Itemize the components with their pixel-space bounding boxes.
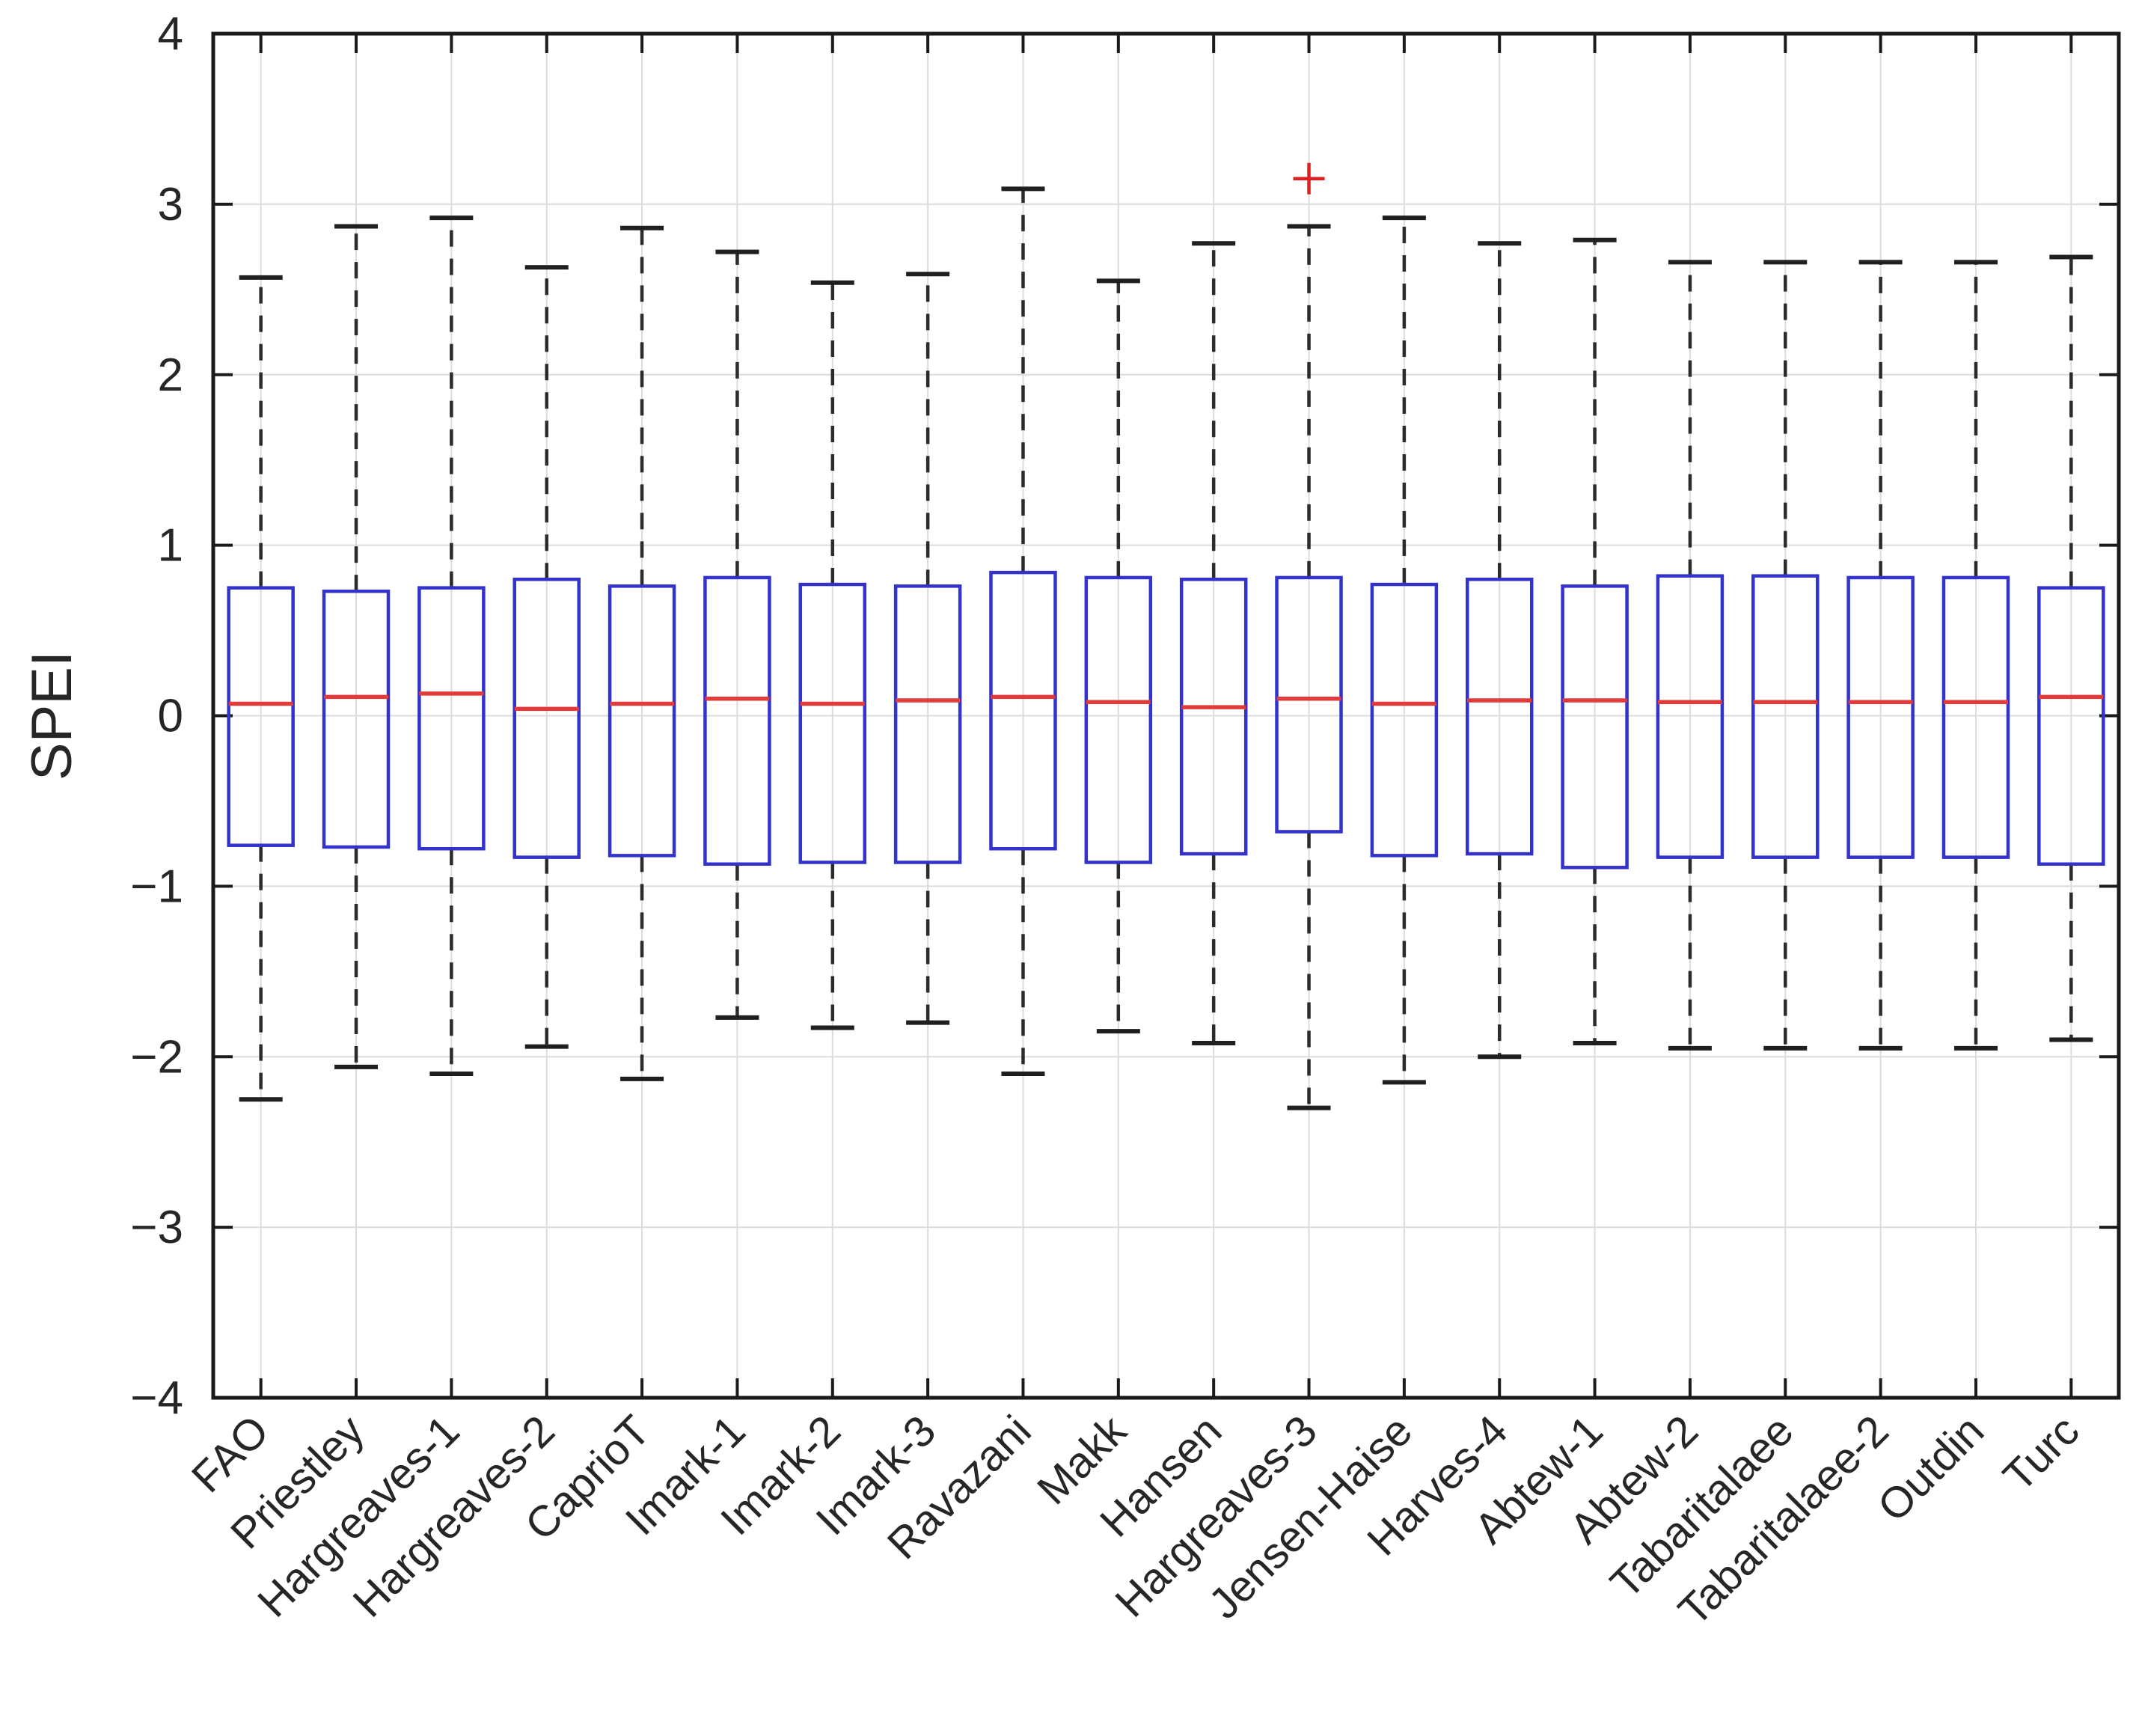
iqr-box — [322, 589, 391, 849]
box-group — [1465, 241, 1534, 1060]
iqr-box — [512, 577, 581, 859]
box-group — [2037, 254, 2105, 1042]
grid-layer — [213, 34, 2119, 1398]
iqr-box — [1084, 575, 1153, 864]
iqr-box — [227, 586, 295, 847]
y-tick-label: −2 — [130, 1031, 183, 1083]
box-group — [893, 272, 962, 1025]
box-group — [1751, 260, 1820, 1051]
box-group — [1561, 237, 1629, 1046]
x-tick-label: Outdin — [1868, 1406, 1993, 1531]
iqr-box — [1656, 574, 1725, 859]
iqr-box — [1370, 582, 1439, 858]
iqr-box — [1561, 584, 1629, 869]
y-tick-label: −1 — [130, 861, 183, 912]
box-group — [1941, 260, 2010, 1051]
y-tick-label: 3 — [158, 179, 183, 230]
box-group — [1846, 260, 1915, 1051]
axes-frame — [211, 31, 2121, 1400]
iqr-box — [989, 570, 1057, 851]
y-tick-label: 2 — [158, 349, 183, 401]
iqr-box — [1941, 575, 2010, 859]
iqr-box — [1275, 575, 1343, 834]
box-group — [1275, 162, 1343, 1110]
y-tick-label: 0 — [158, 691, 183, 742]
iqr-box — [893, 584, 962, 864]
box-group — [608, 225, 676, 1081]
box-group — [1179, 241, 1248, 1046]
box-group — [989, 186, 1057, 1077]
box-group — [1656, 260, 1725, 1051]
x-tick-label: Turc — [1994, 1406, 2088, 1500]
box-group — [703, 249, 771, 1020]
box-group — [417, 216, 486, 1077]
iqr-box — [1465, 577, 1534, 856]
y-tick-label: −4 — [130, 1372, 183, 1424]
box-group — [512, 265, 581, 1049]
box-group — [798, 280, 867, 1030]
y-tick-label: 1 — [158, 520, 183, 572]
iqr-box — [1179, 577, 1248, 856]
iqr-box — [417, 586, 486, 851]
iqr-box — [798, 582, 867, 864]
box-group — [1084, 278, 1153, 1034]
iqr-box — [1751, 574, 1820, 859]
y-tick-label: 4 — [158, 8, 183, 60]
boxplot-series — [227, 162, 2105, 1110]
box-group — [227, 275, 295, 1102]
iqr-box — [608, 584, 676, 858]
box-group — [322, 224, 391, 1069]
iqr-box — [1846, 575, 1915, 859]
y-tick-label: −3 — [130, 1202, 183, 1253]
iqr-box — [703, 575, 771, 867]
iqr-box — [2037, 586, 2105, 867]
box-group — [1370, 216, 1439, 1085]
y-axis-label: SPEI — [20, 651, 84, 780]
